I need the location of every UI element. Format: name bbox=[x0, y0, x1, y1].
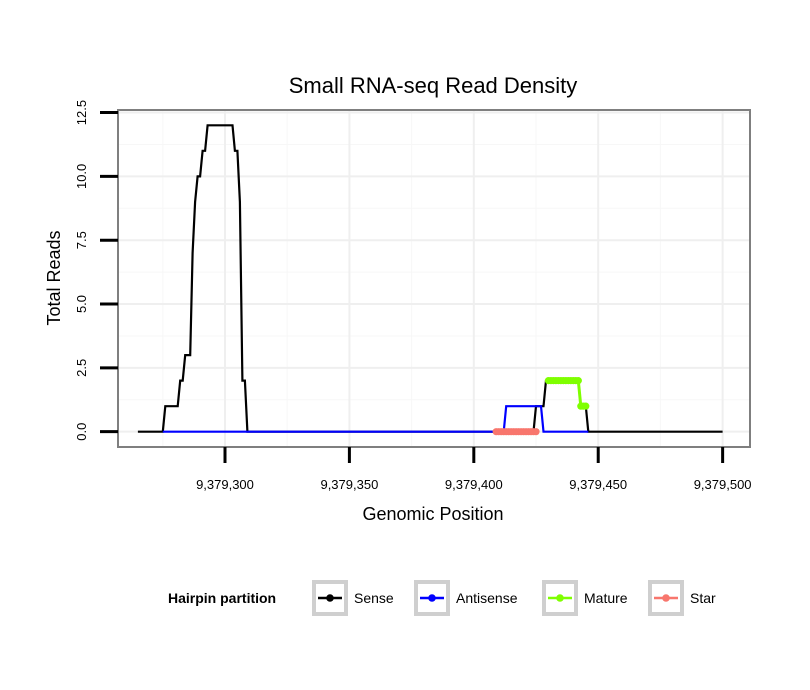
y-axis-title: Total Reads bbox=[44, 230, 64, 325]
x-tick-label: 9,379,400 bbox=[445, 477, 503, 492]
x-tick-label: 9,379,300 bbox=[196, 477, 254, 492]
x-tick-label: 9,379,500 bbox=[694, 477, 752, 492]
series-star-point bbox=[532, 428, 540, 436]
grid-lines bbox=[118, 110, 750, 447]
y-tick-label: 2.5 bbox=[74, 359, 89, 377]
series-mature-point bbox=[574, 377, 582, 385]
legend-label-antisense: Antisense bbox=[456, 590, 518, 606]
legend-key-star-dot bbox=[662, 594, 670, 602]
series-mature-segment bbox=[576, 380, 583, 407]
y-tick-label: 5.0 bbox=[74, 295, 89, 313]
legend-label-sense: Sense bbox=[354, 590, 394, 606]
y-tick-label: 0.0 bbox=[74, 423, 89, 441]
x-axis-title: Genomic Position bbox=[362, 504, 503, 524]
legend-title: Hairpin partition bbox=[168, 590, 276, 606]
series-mature-point bbox=[582, 402, 590, 410]
series-antisense-line bbox=[162, 405, 589, 433]
legend-key-antisense-dot bbox=[428, 594, 436, 602]
series-layer bbox=[137, 124, 723, 436]
panel-border bbox=[117, 109, 751, 448]
legend-label-star: Star bbox=[690, 590, 716, 606]
legend-label-mature: Mature bbox=[584, 590, 628, 606]
x-tick-label: 9,379,350 bbox=[320, 477, 378, 492]
y-tick-label: 12.5 bbox=[74, 100, 89, 125]
y-tick-label: 7.5 bbox=[74, 231, 89, 249]
x-tick-label: 9,379,450 bbox=[569, 477, 627, 492]
chart-title: Small RNA-seq Read Density bbox=[289, 73, 578, 98]
legend: Hairpin partition Sense Antisense Mature St… bbox=[168, 580, 716, 616]
legend-key-sense-dot bbox=[326, 594, 334, 602]
legend-key-mature-dot bbox=[556, 594, 564, 602]
y-tick-label: 10.0 bbox=[74, 164, 89, 189]
axes-layer: 9,379,300 9,379,350 9,379,400 9,379,450 9,37… bbox=[74, 100, 752, 492]
